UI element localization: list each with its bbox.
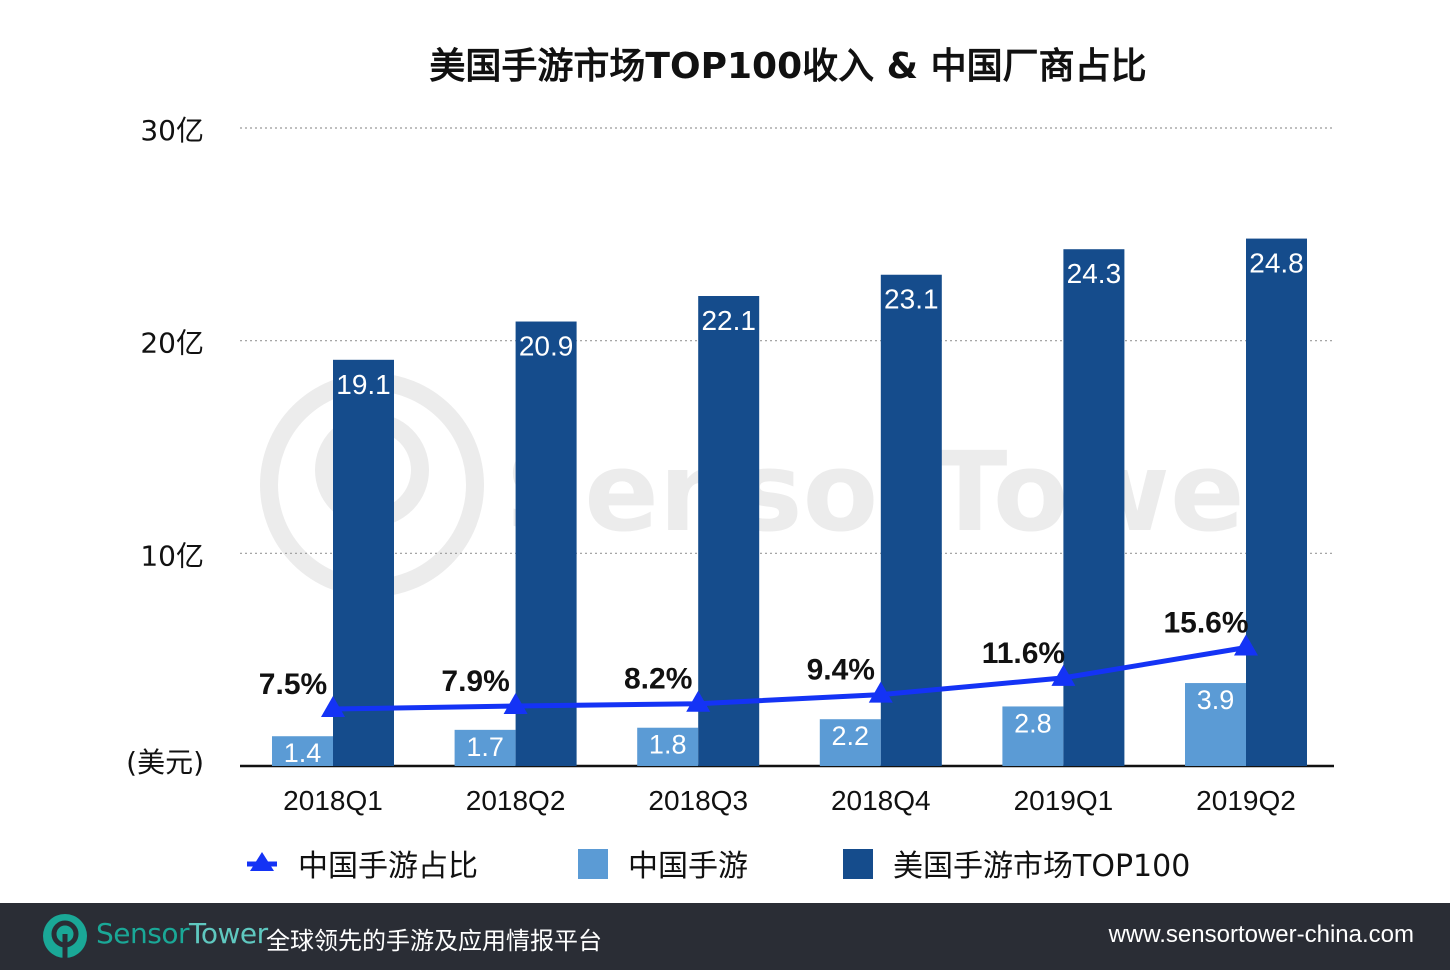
x-tick-label: 2019Q1 (1014, 785, 1114, 816)
legend-swatch-us-top100 (843, 849, 873, 879)
bar-label-china: 1.8 (649, 730, 687, 760)
y-axis-label: (美元) (126, 746, 204, 779)
bar-china (1185, 683, 1246, 766)
chart: SensorTower 美国手游市场TOP100收入 & 中国厂商占比 30亿 2… (126, 46, 1334, 884)
legend-swatch-china (578, 849, 608, 879)
legend-label: 中国手游 (628, 849, 748, 884)
legend-triangle-icon (250, 852, 274, 871)
x-tick-label: 2018Q4 (831, 785, 931, 816)
bar-us-top100 (1063, 249, 1125, 767)
bar-label-us-top100: 22.1 (701, 305, 756, 336)
line-point-marker (503, 692, 528, 714)
slogan: 全球领先的手游及应用情报平台 (266, 927, 602, 955)
bar-label-us-top100: 19.1 (336, 369, 391, 400)
x-tick-label: 2018Q3 (648, 785, 748, 816)
bar-us-top100 (333, 359, 394, 766)
legend-label: 美国手游市场TOP100 (893, 849, 1190, 884)
bar-china (1002, 706, 1064, 766)
legend-label: 中国手游占比 (298, 849, 478, 884)
watermark: SensorTower (260, 373, 1299, 597)
line-china-share (332, 645, 1247, 712)
bar-label-china: 1.7 (466, 732, 504, 762)
x-tick-label: 2018Q2 (466, 785, 566, 816)
bar-label-china: 1.4 (284, 738, 322, 768)
bar-us-top100 (698, 296, 760, 766)
line-data-label: 7.5% (259, 668, 327, 701)
line-point-marker (868, 681, 893, 703)
bar-label-us-top100: 24.3 (1067, 258, 1122, 289)
line-point-marker (321, 696, 345, 718)
y-tick-label: 30亿 (140, 114, 204, 147)
line-point-marker (1051, 664, 1076, 686)
line-data-label: 7.9% (441, 665, 509, 698)
line-point-marker (1234, 634, 1258, 656)
line-data-label: 11.6% (982, 637, 1065, 670)
bar-label-us-top100: 23.1 (884, 284, 939, 315)
bar-label-china: 2.8 (1014, 708, 1052, 738)
line-data-label: 8.2% (624, 663, 692, 696)
line-data-label: 9.4% (807, 654, 875, 687)
bar-label-us-top100: 24.8 (1249, 248, 1304, 279)
bar-china (637, 727, 699, 766)
x-tick-label: 2018Q1 (283, 785, 383, 816)
line-point-marker (686, 690, 711, 712)
line-data-label: 15.6% (1163, 607, 1248, 640)
bar-label-us-top100: 20.9 (519, 331, 574, 362)
footer: SensorTower 全球领先的手游及应用情报平台 www.sensortow… (0, 903, 1450, 970)
bar-us-top100 (515, 321, 577, 766)
brand-name: SensorTower (96, 917, 268, 950)
bar-china (819, 719, 881, 766)
x-tick-label: 2019Q2 (1196, 785, 1296, 816)
website-link[interactable]: www.sensortower-china.com (1108, 921, 1414, 948)
bar-china (272, 736, 333, 766)
bar-us-top100 (880, 274, 942, 766)
bar-china (454, 729, 516, 766)
y-tick-label: 20亿 (140, 327, 204, 360)
chart-title: 美国手游市场TOP100收入 & 中国厂商占比 (429, 46, 1146, 87)
y-tick-label: 10亿 (140, 539, 204, 572)
bar-label-china: 3.9 (1197, 685, 1235, 715)
bar-label-china: 2.2 (832, 721, 870, 751)
sensortower-logo-icon (43, 914, 87, 958)
bar-us-top100 (1246, 238, 1307, 766)
